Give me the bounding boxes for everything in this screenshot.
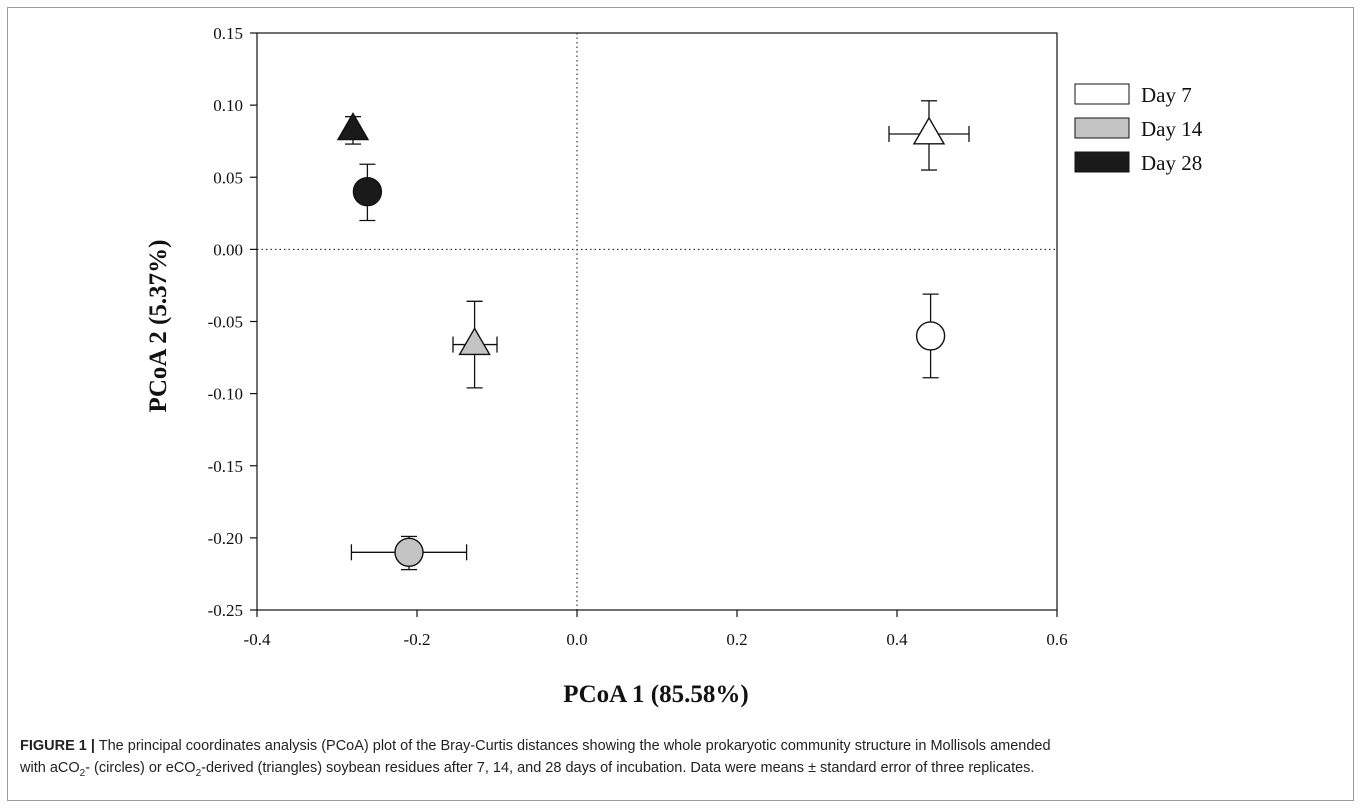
triangle-marker xyxy=(912,116,946,145)
y-tick-label: -0.05 xyxy=(208,313,243,332)
pcoa-scatter-plot: 0.15 0.10 0.05 0.00 -0.05 -0.10 -0.15 -0.20 -0.2… xyxy=(145,24,1203,708)
y-tick-label: -0.10 xyxy=(208,385,243,404)
circle-marker xyxy=(915,321,946,351)
legend-label: Day 14 xyxy=(1141,117,1203,141)
x-tick-label: 0.2 xyxy=(726,630,747,649)
caption-subscript: 2 xyxy=(79,767,86,779)
x-axis-label: PCoA 1 (85.58%) xyxy=(563,681,748,708)
caption-line-1: FIGURE 1 | The principal coordinates ana… xyxy=(20,735,1340,757)
plot-frame xyxy=(256,32,1058,611)
x-tick-label: -0.2 xyxy=(404,630,431,649)
y-tick-label: -0.15 xyxy=(208,457,243,476)
caption-subscript: 2 xyxy=(195,767,202,779)
circle-marker xyxy=(394,537,424,567)
caption-line-2: with aCO2- (circles) or eCO2-derived (tr… xyxy=(20,757,1340,779)
legend-swatch xyxy=(1074,117,1130,139)
data-point-triangle xyxy=(336,112,370,145)
figure-caption: FIGURE 1 | The principal coordinates ana… xyxy=(20,735,1340,779)
caption-text-1: The principal coordinates analysis (PCoA… xyxy=(98,738,1051,754)
legend-label: Day 28 xyxy=(1141,151,1202,175)
data-point-triangle xyxy=(888,100,970,171)
x-tick-label: 0.4 xyxy=(886,630,908,649)
data-point-circle xyxy=(350,535,468,571)
triangle-marker xyxy=(458,327,491,356)
data-point-circle xyxy=(915,293,946,379)
plot-marks xyxy=(336,100,970,571)
caption-text-2b: - (circles) or eCO xyxy=(85,760,196,776)
legend-swatch xyxy=(1074,151,1130,173)
y-tick-label: -0.20 xyxy=(208,529,243,548)
y-tick-label: -0.25 xyxy=(208,601,243,620)
x-tick-label: -0.4 xyxy=(244,630,271,649)
x-tick-label: 0.0 xyxy=(566,630,587,649)
data-point-triangle xyxy=(452,300,498,389)
triangle-marker xyxy=(336,112,370,141)
figure-frame xyxy=(7,7,1354,801)
y-tick-label: 0.05 xyxy=(213,168,243,187)
chart-legend: Day 7 Day 14 Day 28 xyxy=(1074,83,1203,175)
y-tick-label: 0.00 xyxy=(213,240,243,259)
x-tick-label: 0.6 xyxy=(1046,630,1067,649)
caption-label: FIGURE 1 | xyxy=(20,738,95,754)
y-tick-label: 0.10 xyxy=(213,96,243,115)
legend-swatch xyxy=(1074,83,1130,105)
y-tick-label: 0.15 xyxy=(213,24,243,43)
caption-text-2a: with aCO xyxy=(20,760,80,776)
legend-label: Day 7 xyxy=(1141,83,1192,107)
caption-text-2c: -derived (triangles) soybean residues af… xyxy=(201,760,1035,776)
plot-axes: 0.15 0.10 0.05 0.00 -0.05 -0.10 -0.15 -0.20 -0.2… xyxy=(208,24,1068,649)
circle-marker xyxy=(352,176,383,207)
data-point-circle xyxy=(352,163,383,222)
y-axis-label: PCoA 2 (5.37%) xyxy=(145,240,172,413)
